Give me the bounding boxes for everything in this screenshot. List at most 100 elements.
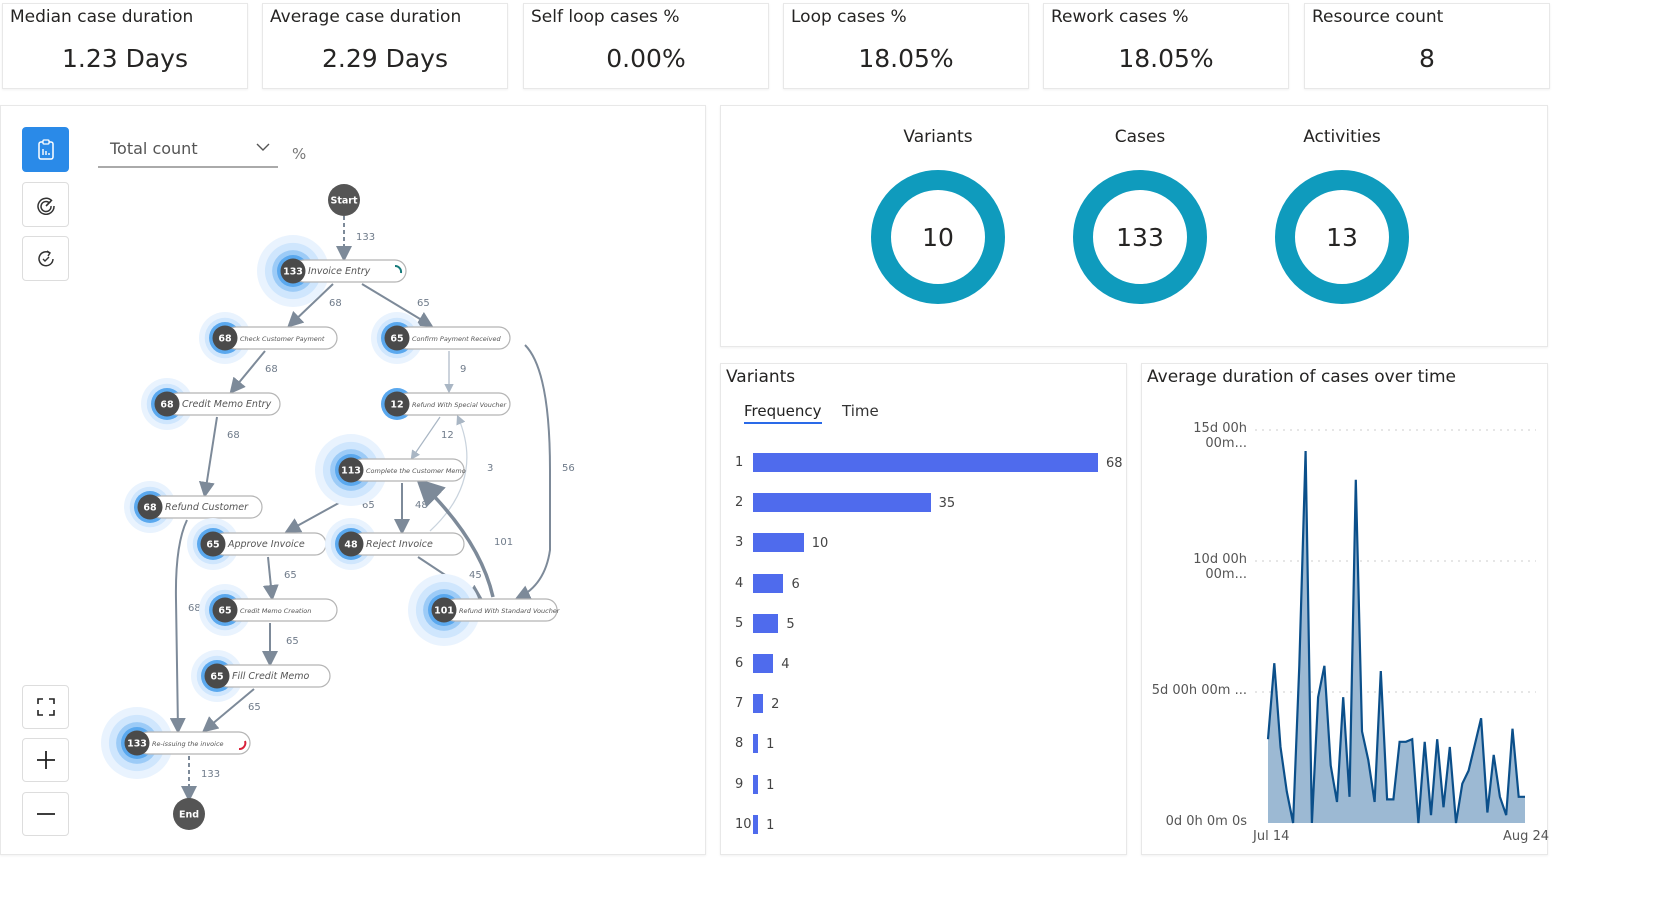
gauge-icon xyxy=(36,197,55,215)
kpi-value: 18.05% xyxy=(1118,44,1214,73)
chevron-down-icon xyxy=(256,143,270,151)
process-edge[interactable] xyxy=(514,344,551,600)
performance-view-button[interactable] xyxy=(22,182,69,227)
node-count-circle xyxy=(338,531,364,557)
process-edge[interactable] xyxy=(287,283,334,328)
tab-frequency[interactable]: Frequency xyxy=(744,402,822,424)
activity-node[interactable]: 65 Credit Memo Creation xyxy=(199,584,338,636)
kpi-title: Median case duration xyxy=(10,7,194,27)
end-node[interactable]: End xyxy=(173,798,205,830)
activity-node[interactable]: 101 Refund With Standard Voucher xyxy=(408,574,561,646)
node-name: Complete the Customer Memo xyxy=(366,467,466,475)
node-name: Approve Invoice xyxy=(227,539,305,550)
node-name: Check Customer Payment xyxy=(240,335,325,343)
kpi-card: Resource count 8 xyxy=(1304,3,1550,89)
activity-node[interactable]: 65 Confirm Payment Received xyxy=(371,312,511,364)
zoom-in-button[interactable] xyxy=(22,738,69,782)
node-name: Refund With Standard Voucher xyxy=(459,607,561,615)
activity-node[interactable]: 12 Refund With Special Voucher xyxy=(381,388,511,420)
node-count-circle xyxy=(200,531,226,557)
edge-count: 12 xyxy=(441,430,454,441)
node-count: 101 xyxy=(434,606,454,617)
process-edge[interactable] xyxy=(169,519,188,734)
y-tick: 0d 0h 0m 0s xyxy=(1165,814,1247,829)
variant-bar[interactable] xyxy=(753,774,759,794)
edge-count: 68 xyxy=(188,603,201,614)
duration-line xyxy=(1266,450,1525,824)
activity-node[interactable]: 65 Fill Credit Memo xyxy=(191,650,331,702)
bar-value: 1 xyxy=(766,777,775,793)
plus-icon xyxy=(36,751,55,769)
zoom-out-button[interactable] xyxy=(22,792,69,836)
node-count: 68 xyxy=(143,503,157,514)
process-edge[interactable] xyxy=(429,414,468,532)
process-edge[interactable] xyxy=(415,478,495,598)
summary-donut: 13 xyxy=(1275,170,1409,304)
variant-bar[interactable] xyxy=(753,654,774,673)
fit-screen-button[interactable] xyxy=(22,685,69,729)
node-count-circle xyxy=(212,325,238,351)
start-node-label: Start xyxy=(330,196,357,207)
process-edge[interactable] xyxy=(201,688,255,733)
node-count-circle xyxy=(338,457,364,483)
variant-bar[interactable] xyxy=(753,694,764,714)
activity-node[interactable]: 68 Check Customer Payment xyxy=(199,312,338,364)
variant-bar[interactable] xyxy=(753,814,759,834)
node-name: Credit Memo Entry xyxy=(182,399,272,410)
node-count: 65 xyxy=(390,334,403,345)
process-edge[interactable] xyxy=(229,350,266,395)
start-node[interactable]: Start xyxy=(328,184,360,216)
variants-panel xyxy=(720,363,1127,855)
metric-dropdown[interactable]: Total count xyxy=(98,130,278,168)
kpi-title: Self loop cases % xyxy=(531,7,680,27)
variant-bar[interactable] xyxy=(753,493,931,513)
frequency-view-button[interactable] xyxy=(22,127,69,172)
edge-count: 68 xyxy=(329,298,342,309)
edge-count: 65 xyxy=(362,500,375,511)
activity-node[interactable]: 48 Reject Invoice xyxy=(325,518,465,570)
edge-count: 65 xyxy=(286,636,299,647)
tab-time[interactable]: Time xyxy=(842,402,879,420)
activity-node[interactable]: 133 Re-issuing the invoice xyxy=(101,707,251,779)
variant-bar[interactable] xyxy=(753,453,1098,472)
process-map[interactable]: 133 68 65 68 9 68 12 3 56 65 48 101 45 65 65 68 65 133 Sta… xyxy=(0,0,706,860)
bar-value: 1 xyxy=(766,737,775,753)
kpi-title: Resource count xyxy=(1312,7,1444,27)
activity-node[interactable]: 113 Complete the Customer Memo xyxy=(315,434,466,506)
start-activity-icon xyxy=(394,264,403,274)
process-edge[interactable] xyxy=(410,416,441,460)
activity-node[interactable]: 68 Refund Customer xyxy=(124,481,263,533)
activity-node[interactable]: 68 Credit Memo Entry xyxy=(141,378,281,430)
variant-bar[interactable] xyxy=(753,533,804,553)
bar-category: 2 xyxy=(735,495,744,511)
end-activity-icon xyxy=(238,740,247,750)
kpi-card: Loop cases % 18.05% xyxy=(783,3,1029,89)
rework-view-button[interactable] xyxy=(22,236,69,281)
process-edge[interactable] xyxy=(198,416,218,498)
bar-value: 5 xyxy=(786,616,795,632)
edge-count: 133 xyxy=(201,769,220,780)
bar-category: 3 xyxy=(735,535,744,551)
kpi-value: 0.00% xyxy=(606,44,686,73)
bar-value: 10 xyxy=(811,536,829,552)
variant-bar[interactable] xyxy=(753,573,784,593)
variant-bar[interactable] xyxy=(753,613,779,633)
process-edge[interactable] xyxy=(262,556,279,601)
node-count-circle xyxy=(137,494,163,520)
node-name: Reject Invoice xyxy=(366,539,433,550)
x-tick-end: Aug 24 xyxy=(1503,829,1550,844)
variant-bar[interactable] xyxy=(753,734,759,754)
summary-label: Activities xyxy=(1303,127,1381,147)
node-name: Credit Memo Creation xyxy=(240,607,311,615)
activity-node[interactable]: 133 Invoice Entry xyxy=(257,235,407,307)
edge-count: 65 xyxy=(417,298,430,309)
percent-toggle[interactable]: % xyxy=(292,145,307,163)
kpi-title: Rework cases % xyxy=(1051,7,1189,27)
node-count: 113 xyxy=(341,466,361,477)
activity-node[interactable]: 65 Approve Invoice xyxy=(187,518,327,570)
bar-value: 4 xyxy=(781,657,790,672)
process-edge[interactable] xyxy=(361,283,434,328)
edge-count: 56 xyxy=(562,463,575,474)
edge-count: 45 xyxy=(469,570,482,581)
